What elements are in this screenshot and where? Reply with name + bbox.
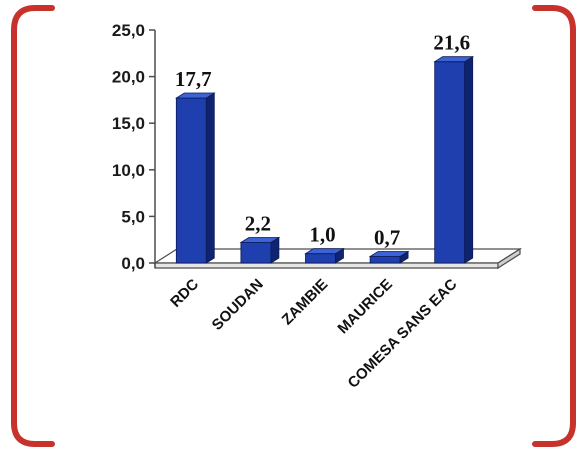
category-label: MAURICE	[334, 276, 396, 338]
bar	[433, 55, 475, 264]
right-bracket	[532, 5, 576, 447]
category-label: ZAMBIE	[279, 276, 332, 329]
bar-front	[305, 253, 336, 264]
y-axis	[149, 29, 156, 268]
value-label: 1,0	[309, 223, 335, 247]
value-label: 2,2	[245, 211, 271, 235]
y-tick-label: 5,0	[121, 207, 145, 226]
floor-front	[154, 262, 499, 269]
bar-top	[368, 251, 410, 257]
y-tick-label: 15,0	[112, 114, 145, 133]
bar-top	[433, 56, 475, 63]
y-tick-label: 20,0	[112, 68, 145, 87]
bar-front	[434, 61, 466, 264]
y-tick-label: 10,0	[112, 161, 145, 180]
y-tick-label: 25,0	[112, 21, 145, 40]
value-label: 17,7	[175, 67, 212, 91]
value-label: 21,6	[433, 31, 470, 55]
bar-front	[240, 242, 272, 264]
value-label: 0,7	[374, 225, 400, 249]
bars	[174, 55, 475, 264]
bar-top	[239, 237, 281, 243]
y-tick-labels: 0,0 5,0 10,0 15,0 20,0 25,0	[112, 21, 145, 273]
frame-brackets	[11, 5, 576, 447]
bar	[174, 92, 216, 264]
bar-front	[175, 97, 207, 264]
bar-side	[464, 55, 474, 264]
bar	[368, 250, 410, 264]
category-label: SOUDAN	[209, 276, 267, 334]
value-labels: 17,7 2,2 1,0 0,7 21,6	[175, 31, 470, 250]
category-label: RDC	[167, 276, 202, 311]
bar-front	[369, 256, 401, 264]
bar-side	[205, 92, 215, 264]
bar	[239, 236, 281, 264]
bar	[304, 247, 345, 264]
floor-side	[497, 247, 521, 270]
y-tick-label: 0,0	[121, 254, 145, 273]
category-label: COMESA SANS EAC	[345, 276, 461, 392]
left-bracket	[11, 5, 55, 447]
bar-top	[174, 92, 216, 99]
bar-top	[304, 248, 345, 255]
